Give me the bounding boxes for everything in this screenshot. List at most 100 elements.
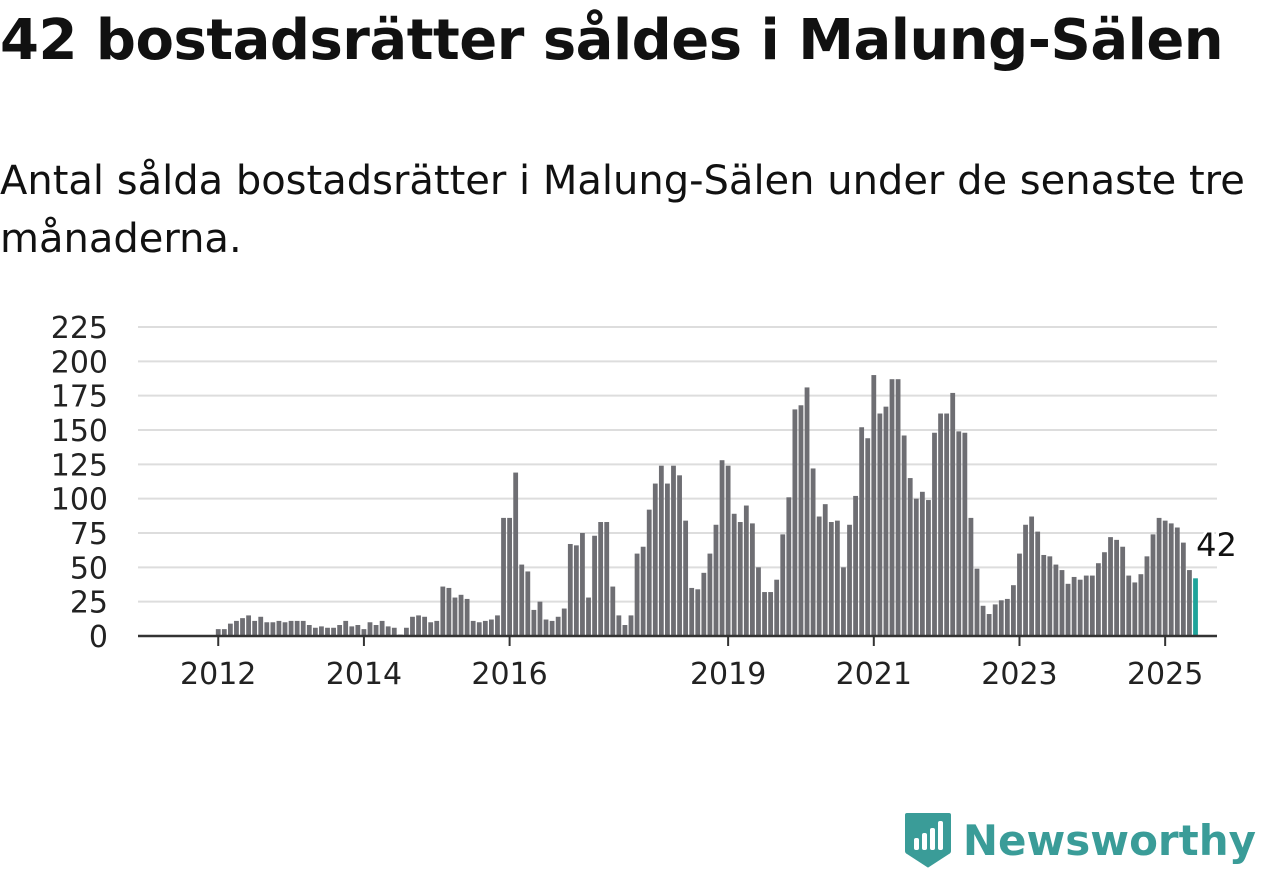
bar [227, 623, 233, 636]
bar [573, 545, 579, 636]
bar [440, 586, 446, 636]
bar [640, 546, 646, 636]
bar [215, 629, 221, 636]
bar [416, 615, 421, 636]
bar [519, 564, 525, 636]
bar [968, 517, 974, 636]
bar [1077, 579, 1083, 636]
bar [373, 625, 379, 636]
gridlines [138, 326, 1217, 603]
bar [646, 509, 652, 636]
bar [240, 618, 245, 636]
bar [379, 620, 385, 636]
bar [1138, 574, 1144, 636]
x-tick-label: 2012 [180, 657, 256, 692]
bar [634, 553, 640, 636]
bar [962, 432, 968, 636]
bar [543, 619, 549, 636]
bar [1120, 546, 1126, 636]
bar [428, 622, 434, 636]
bar [671, 465, 676, 636]
bar [877, 413, 883, 636]
x-axis: 2012 2014 2016 2019 2021 2023 2025 [138, 634, 1217, 692]
bar [288, 620, 294, 636]
bar [828, 522, 834, 636]
page-title: 42 bostadsrätter såldes i Malung-Sälen [0, 8, 1224, 73]
bar [1180, 542, 1186, 636]
bar [919, 491, 925, 636]
bar [816, 516, 822, 636]
bar [264, 622, 270, 636]
bar [756, 567, 761, 636]
y-tick-label: 150 [51, 414, 108, 449]
bar [476, 622, 482, 636]
bar [628, 615, 634, 636]
bar [701, 572, 707, 636]
bar [312, 627, 318, 636]
bar [598, 522, 604, 636]
bar [998, 600, 1004, 636]
bar [1174, 527, 1180, 636]
bar [349, 626, 355, 636]
bar [810, 468, 816, 636]
bar [1156, 517, 1162, 636]
bar [731, 513, 737, 636]
brand-logo: Newsworthy [903, 811, 1256, 869]
chart-subtitle: Antal sålda bostadsrätter i Malung-Sälen… [0, 158, 1245, 262]
bar [1041, 554, 1047, 636]
x-tick-label: 2016 [471, 657, 547, 692]
bar [555, 616, 561, 636]
bar [665, 483, 670, 636]
bar [683, 520, 689, 636]
bar [707, 553, 713, 636]
bar [658, 465, 664, 636]
bar [1059, 570, 1065, 636]
y-tick-label: 125 [51, 448, 108, 483]
bar [337, 625, 343, 636]
bar [871, 375, 877, 636]
bar [865, 438, 871, 636]
bar [743, 505, 749, 636]
bar [422, 616, 428, 636]
bar [932, 432, 937, 636]
bar [1071, 576, 1077, 636]
bar [913, 498, 919, 636]
bar [1162, 520, 1168, 636]
bar [768, 592, 774, 636]
bar [1126, 575, 1132, 636]
bar [294, 620, 300, 636]
bar [610, 586, 616, 636]
bar [592, 535, 597, 636]
bar [853, 495, 858, 636]
bar [907, 478, 913, 636]
bar [385, 626, 391, 636]
bar [549, 620, 555, 636]
bar [737, 522, 743, 636]
x-tick-label: 2019 [690, 657, 766, 692]
bar [525, 571, 531, 636]
x-tick-label: 2023 [981, 657, 1057, 692]
bar [622, 625, 628, 636]
bar [282, 622, 288, 636]
bar [367, 622, 373, 636]
bar [992, 604, 998, 636]
y-tick-label: 200 [51, 345, 108, 380]
bar [446, 587, 452, 636]
bar [798, 405, 804, 636]
bar [944, 413, 950, 636]
bar [719, 460, 725, 636]
bar [834, 520, 840, 636]
bar [537, 601, 543, 636]
bar [1029, 516, 1035, 636]
bar [780, 534, 786, 636]
bar [495, 615, 500, 636]
bar [1108, 537, 1113, 636]
bar [1089, 575, 1095, 636]
bar [762, 592, 767, 636]
bar [804, 387, 810, 636]
bar [507, 517, 512, 636]
bar [859, 427, 865, 636]
bar [513, 472, 519, 636]
x-tick-label: 2014 [326, 657, 402, 692]
